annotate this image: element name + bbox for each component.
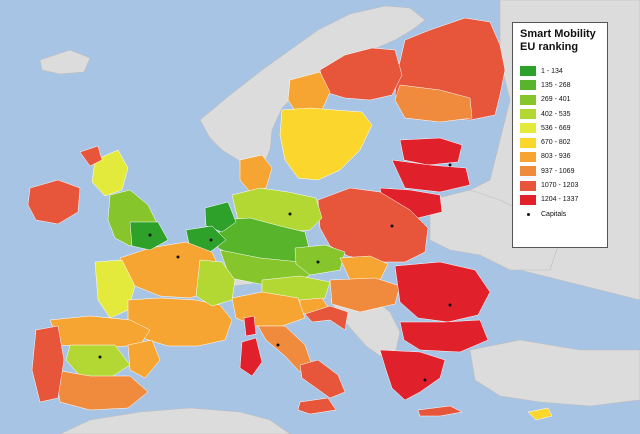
capital-dot [98, 355, 102, 359]
region-hungary [329, 277, 401, 313]
legend-item-label: 1204 - 1337 [541, 196, 579, 204]
region-ireland [27, 179, 81, 225]
legend-item-label: 1 - 134 [541, 67, 563, 75]
legend-item-label: 670 - 802 [541, 139, 571, 147]
region-sweden-north [319, 47, 403, 101]
eu-regions [27, 17, 553, 421]
region-netherlands [204, 201, 237, 233]
iceland [39, 49, 91, 75]
capitals [98, 163, 452, 382]
legend-item-label: 135 - 268 [541, 81, 571, 89]
region-croatia [304, 305, 349, 331]
ukraine [429, 189, 561, 271]
capital-symbol [520, 213, 536, 217]
legend-swatch [520, 166, 536, 177]
legend-item-label: 269 - 401 [541, 96, 571, 104]
region-greece [379, 349, 446, 401]
legend-item: 1070 - 1203 [520, 178, 601, 192]
region-cyprus [527, 407, 553, 421]
region-slovakia [339, 255, 389, 281]
legend-item: 402 - 535 [520, 107, 601, 121]
region-romania [394, 261, 491, 323]
legend-item-label: 536 - 669 [541, 124, 571, 132]
legend-item-label: 402 - 535 [541, 110, 571, 118]
legend-item: 937 - 1069 [520, 164, 601, 178]
region-crete [417, 405, 463, 417]
region-denmark [239, 154, 273, 193]
region-spain-east [127, 339, 161, 379]
capital-dot [209, 238, 213, 242]
legend-swatch [520, 123, 536, 134]
north-africa [59, 407, 291, 434]
legend-swatch [520, 94, 536, 105]
capital-dot [316, 260, 320, 264]
region-czech [294, 244, 346, 276]
region-spain-north [49, 315, 151, 349]
legend-item: 1 - 134 [520, 64, 601, 78]
region-latvia [391, 159, 471, 193]
region-italy-north [231, 291, 306, 327]
region-spain-south [54, 369, 149, 411]
region-italy-south [299, 359, 346, 399]
capital-dot [276, 343, 280, 347]
legend-swatch [520, 194, 536, 205]
region-estonia [399, 137, 463, 166]
legend-swatch [520, 180, 536, 191]
turkey [469, 339, 640, 407]
capital-dot [423, 378, 427, 382]
legend-item: 269 - 401 [520, 93, 601, 107]
region-france-east [195, 259, 236, 307]
legend-item: 135 - 268 [520, 78, 601, 92]
legend-items: 1 - 134 135 - 268 269 - 401 402 - 535 536 - … [520, 64, 601, 207]
region-bulgaria [399, 319, 489, 353]
legend-capitals-label: Capitals [541, 211, 567, 219]
region-uk-north-isles [79, 145, 103, 167]
legend-swatch [520, 80, 536, 91]
region-sweden-south [279, 107, 373, 181]
legend-capitals-row: Capitals [520, 208, 601, 222]
legend-swatch [520, 109, 536, 120]
legend-item-label: 937 - 1069 [541, 167, 575, 175]
region-corsica [243, 315, 257, 337]
capital-dot [288, 212, 292, 216]
legend-item: 536 - 669 [520, 121, 601, 135]
legend-swatch [520, 137, 536, 148]
legend-title-line2: EU ranking [520, 41, 579, 53]
capital-dot [448, 303, 452, 307]
legend-item-label: 1070 - 1203 [541, 182, 579, 190]
legend-swatch [520, 66, 536, 77]
map-legend: Smart Mobility EU ranking 1 - 134 135 - 2… [512, 22, 608, 248]
capital-dot [176, 255, 180, 259]
region-uk-scotland [91, 149, 129, 197]
legend-item: 803 - 936 [520, 150, 601, 164]
legend-item-label: 803 - 936 [541, 153, 571, 161]
region-sardinia [239, 337, 263, 377]
legend-swatch [520, 151, 536, 162]
region-finland-south [394, 84, 473, 123]
legend-title-line1: Smart Mobility [520, 28, 596, 40]
capital-dot [148, 233, 152, 237]
capital-dot [390, 224, 394, 228]
legend-item: 670 - 802 [520, 135, 601, 149]
region-poland [317, 187, 429, 263]
legend-title: Smart Mobility EU ranking [520, 28, 601, 54]
region-portugal [31, 325, 65, 403]
region-sicily [297, 397, 337, 415]
capital-dot [448, 163, 452, 167]
legend-item: 1204 - 1337 [520, 193, 601, 207]
